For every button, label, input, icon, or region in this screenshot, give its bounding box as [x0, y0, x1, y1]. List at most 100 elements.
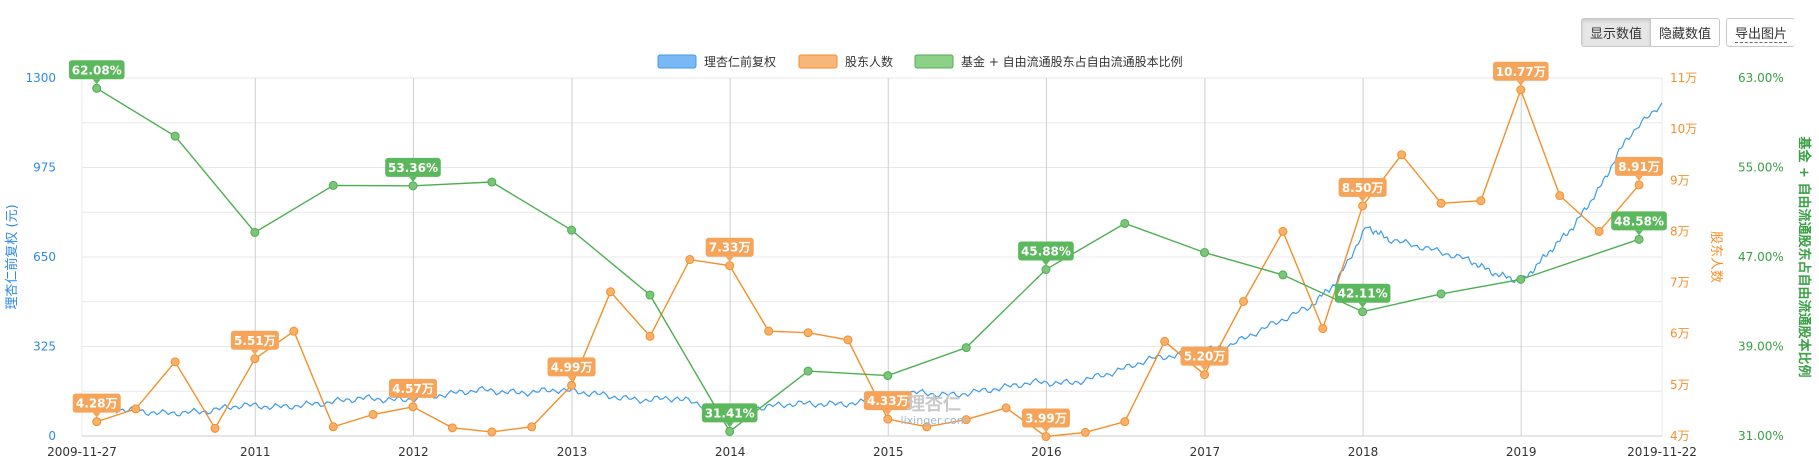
y-right1-tick-label: 7万 [1670, 276, 1690, 290]
holders-point [1238, 296, 1248, 306]
holders-point [250, 354, 260, 364]
data-label-pointer [1358, 196, 1367, 202]
data-label-pointer [250, 349, 259, 355]
y-left-tick-label: 975 [33, 161, 56, 175]
holders-point [1594, 226, 1604, 236]
y-right2-tick-label: 31.00% [1738, 429, 1784, 443]
show-values-button[interactable]: 显示数值 [1581, 19, 1651, 46]
data-label-bg [701, 403, 758, 423]
x-tick-label: 2011 [240, 445, 271, 459]
legend-text: 理杏仁前复权 [704, 54, 776, 69]
value-toggle-group: 显示数值 隐藏数值 [1580, 18, 1720, 47]
holders-point [803, 328, 813, 338]
legend-item-ratio[interactable]: 基金 + 自由流通股东占自由流通股本比例 [914, 54, 1183, 69]
holders-point [1200, 370, 1210, 380]
legend-text: 基金 + 自由流通股东占自由流通股本比例 [961, 54, 1183, 69]
data-label-pointer [567, 376, 576, 382]
holders-point [961, 415, 971, 425]
y-right1-tick-label: 5万 [1670, 378, 1690, 392]
chart-legend[interactable]: 理杏仁前复权 股东人数 基金 + 自由流通股东占自由流通股本比例 [657, 54, 1183, 69]
data-label-pointer [1635, 175, 1644, 181]
chart-toolbar: 显示数值 隐藏数值 导出图片 [1580, 18, 1795, 47]
ratio-point [1120, 218, 1130, 228]
data-label-bg [863, 391, 912, 411]
data-label-text: 7.33万 [709, 241, 751, 255]
data-label-bg [1338, 177, 1387, 197]
holders-point [883, 414, 893, 424]
data-label: 48.58% [1611, 211, 1667, 236]
holders-point [1358, 201, 1368, 211]
data-label: 10.77万 [1492, 61, 1549, 86]
data-label-bg [388, 378, 437, 398]
data-label-bg [1492, 61, 1549, 81]
holders-point [685, 255, 695, 265]
ratio-point [408, 181, 418, 191]
data-label-bg [385, 157, 441, 177]
holders-point [922, 422, 932, 432]
holders-point [1476, 196, 1486, 206]
hide-values-button[interactable]: 隐藏数值 [1650, 19, 1719, 46]
data-label: 45.88% [1018, 241, 1074, 266]
holders-point [210, 423, 220, 433]
y-left-axis-title: 理杏仁前复权 (元) [4, 204, 20, 309]
data-label-pointer [408, 397, 417, 403]
holders-point [328, 422, 338, 432]
data-label-text: 10.77万 [1496, 65, 1546, 79]
holders-point [1080, 427, 1090, 437]
holders-point [606, 287, 616, 297]
legend-swatch [798, 54, 838, 69]
price-series-line [81, 102, 1663, 417]
ratio-point [1436, 289, 1446, 299]
holders-point [92, 417, 102, 427]
data-label-bg [1615, 156, 1664, 176]
y-right2-tick-label: 63.00% [1738, 71, 1784, 85]
y-right1-tick-label: 6万 [1670, 327, 1690, 341]
data-label: 62.08% [68, 60, 125, 85]
data-label-pointer [1041, 260, 1050, 266]
data-label: 5.51万 [230, 330, 279, 355]
data-label-text: 4.57万 [392, 382, 434, 396]
data-label-pointer [725, 256, 734, 262]
x-tick-label: 2014 [715, 445, 746, 459]
data-label: 4.57万 [388, 378, 437, 403]
ratio-point [1278, 270, 1288, 280]
data-label: 8.91万 [1615, 156, 1664, 181]
legend-item-holders[interactable]: 股东人数 [798, 54, 893, 69]
ratio-point [170, 131, 180, 141]
legend-swatch [914, 54, 954, 69]
ratio-point [1200, 248, 1210, 258]
watermark-url: lixinger.com [901, 414, 968, 427]
data-label: 7.33万 [705, 237, 754, 262]
ratio-point [725, 426, 735, 436]
data-label-pointer [92, 412, 101, 418]
data-label-text: 4.33万 [867, 394, 909, 408]
holders-point [131, 404, 141, 414]
data-label-text: 45.88% [1021, 245, 1071, 259]
holders-point [645, 331, 655, 341]
holders-point [764, 326, 774, 336]
data-label-text: 42.11% [1338, 287, 1388, 301]
x-tick-label: 2019 [1506, 445, 1537, 459]
holders-point [1001, 403, 1011, 413]
holders-point [408, 402, 418, 412]
legend-item-price[interactable]: 理杏仁前复权 [657, 54, 776, 69]
data-label-bg [230, 330, 279, 350]
y-right1-tick-label: 4万 [1670, 429, 1690, 443]
chart-grid [81, 77, 1663, 437]
data-label: 4.99万 [547, 357, 596, 382]
data-label-pointer [1358, 302, 1367, 308]
data-label-bg [68, 60, 125, 80]
holders-point [170, 357, 180, 367]
holders-point [1555, 191, 1565, 201]
data-label-text: 53.36% [388, 161, 438, 175]
holders-point [1318, 324, 1328, 334]
holders-point [1160, 336, 1170, 346]
holders-point [1516, 85, 1526, 95]
data-label-bg [1611, 211, 1667, 231]
export-image-button[interactable]: 导出图片 [1725, 18, 1795, 47]
data-label-bg [1180, 346, 1229, 366]
holders-point [1278, 226, 1288, 236]
ratio-point [645, 290, 655, 300]
y-left-tick-label: 650 [33, 250, 56, 264]
